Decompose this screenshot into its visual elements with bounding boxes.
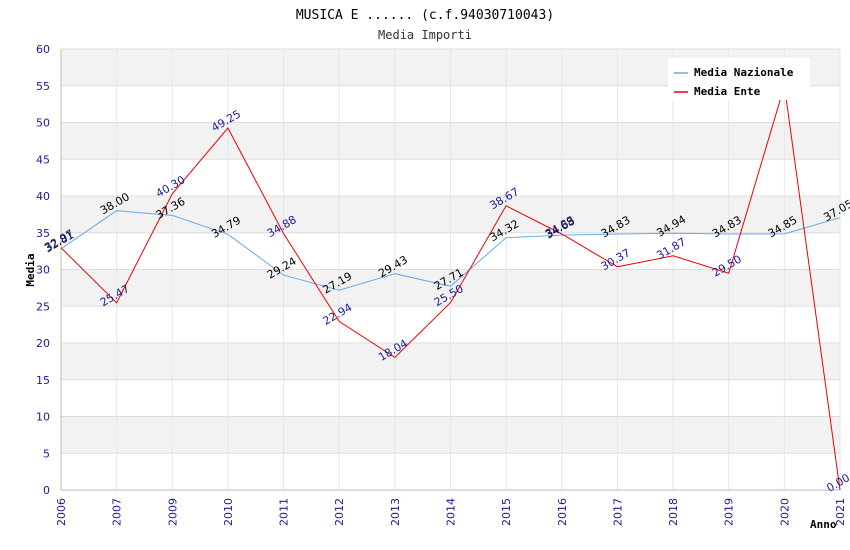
x-tick-label: 2018 — [667, 498, 680, 526]
x-tick-label: 2020 — [778, 498, 791, 526]
legend-label-media-ente: Media Ente — [694, 85, 761, 98]
x-tick-label: 2019 — [723, 498, 736, 526]
legend: Media Nazionale Media Ente — [668, 58, 810, 100]
x-tick-label: 2012 — [333, 498, 346, 526]
x-tick-label: 2014 — [445, 498, 458, 526]
y-axis-label: Media — [24, 253, 37, 286]
y-tick-label: 0 — [43, 484, 50, 497]
x-tick-label: 2016 — [556, 498, 569, 526]
x-tick-label: 2006 — [55, 498, 68, 526]
series-line-media-ente — [60, 85, 841, 491]
chart-title: MUSICA E ...... (c.f.94030710043) — [296, 8, 554, 23]
y-tick-label: 25 — [36, 300, 50, 313]
y-tick-label: 5 — [43, 447, 50, 460]
x-tick-label: 2013 — [389, 498, 402, 526]
y-tick-label: 40 — [36, 190, 50, 203]
x-tick-label: 2010 — [222, 498, 235, 526]
x-tick-label: 2007 — [111, 498, 124, 526]
y-tick-label: 30 — [36, 264, 50, 277]
y-tick-label: 45 — [36, 153, 50, 166]
series-line-media-nazionale — [60, 210, 841, 291]
x-tick-label: 2015 — [500, 498, 513, 526]
legend-box — [668, 58, 810, 100]
y-tick-label: 55 — [36, 80, 50, 93]
x-tick-label: 2011 — [278, 498, 291, 526]
x-axis-label: Anno — [810, 518, 837, 531]
y-tick-label: 15 — [36, 374, 50, 387]
x-tick-label: 2021 — [834, 498, 847, 526]
y-tick-label: 50 — [36, 117, 50, 130]
y-tick-label: 35 — [36, 227, 50, 240]
x-tick-label: 2009 — [166, 498, 179, 526]
y-tick-label: 20 — [36, 337, 50, 350]
y-tick-label: 10 — [36, 411, 50, 424]
legend-label-media-nazionale: Media Nazionale — [694, 66, 794, 79]
y-tick-label: 60 — [36, 43, 50, 56]
chart-subtitle: Media Importi — [378, 28, 472, 42]
x-tick-label: 2017 — [611, 498, 624, 526]
